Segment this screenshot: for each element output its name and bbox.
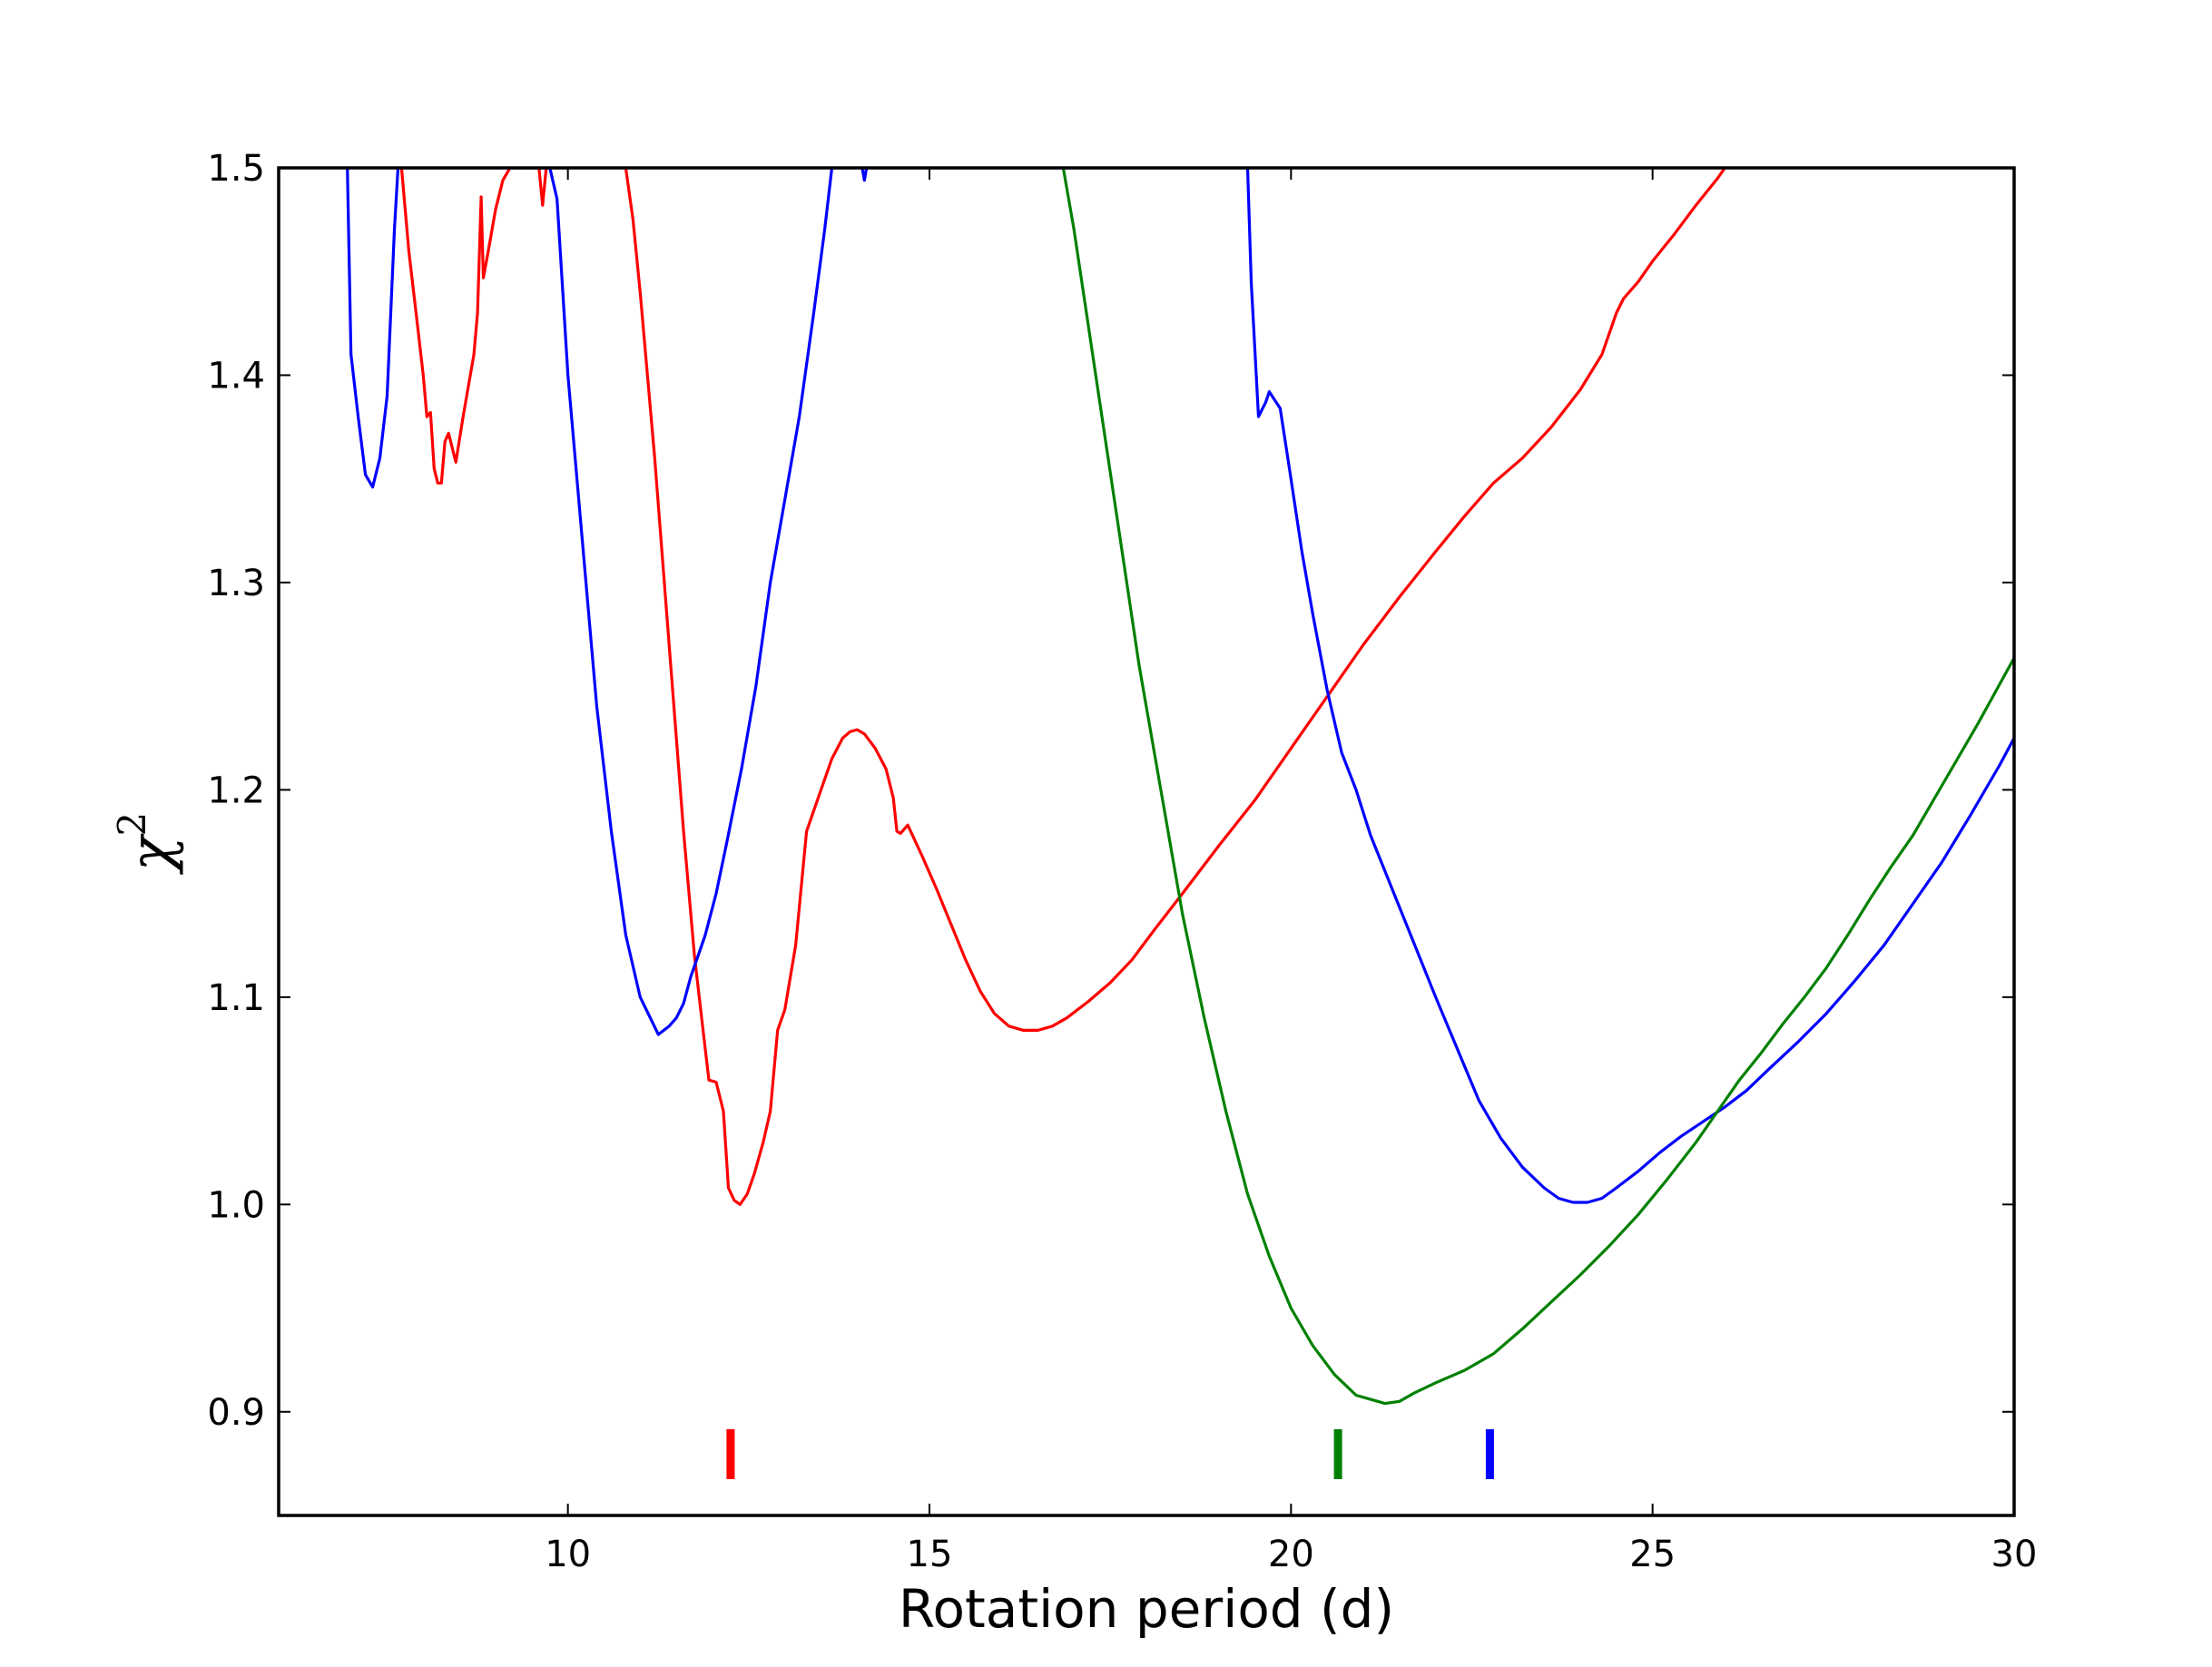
x-tick-label: 15: [907, 1534, 953, 1575]
series-line-3: [1061, 168, 2014, 1406]
y-axis-label-superscript: 2: [110, 812, 154, 837]
series-line-1: [399, 168, 1726, 1206]
x-tick-label: 30: [1991, 1534, 2038, 1575]
y-tick-label: 0.9: [207, 1392, 265, 1434]
y-tick-label: 1.2: [207, 770, 265, 811]
x-tick-label: 10: [545, 1534, 591, 1575]
y-tick-label: 1.1: [207, 977, 265, 1019]
y-tick-label: 1.5: [207, 148, 265, 190]
x-tick-label: 25: [1629, 1534, 1676, 1575]
y-tick-label: 1.3: [207, 563, 265, 604]
y-tick-label: 1.0: [207, 1184, 265, 1226]
series-line-2: [346, 168, 2014, 1204]
plot-frame: [277, 166, 2016, 1517]
y-axis-label: χ2: [110, 812, 185, 876]
axis-ticks: 10 15 20 25 30 0.9 1.0 1.1 1.2 1.3 1.4 1.5: [207, 148, 2037, 1575]
x-axis-label: Rotation period (d): [899, 1578, 1394, 1640]
period-markers: [726, 1429, 1494, 1479]
y-axis-label-symbol: χ: [118, 833, 185, 875]
series-layer: [346, 168, 2014, 1406]
y-tick-label: 1.4: [207, 355, 265, 397]
x-tick-label: 20: [1268, 1534, 1314, 1575]
